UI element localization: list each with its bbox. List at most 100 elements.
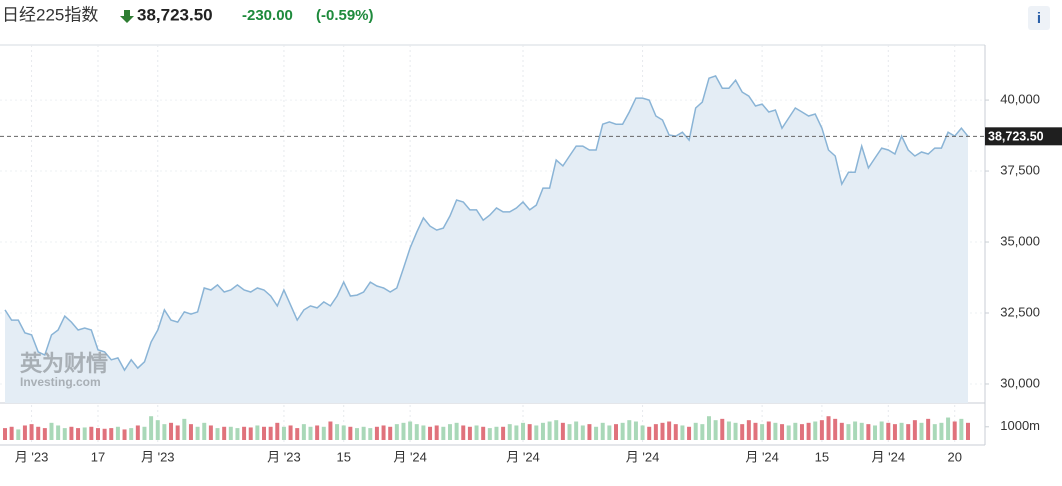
volume-bar — [540, 422, 545, 440]
y2-tick-label: 1000m — [1000, 418, 1040, 433]
info-icon[interactable]: i — [1037, 10, 1041, 27]
volume-bar — [647, 426, 652, 440]
volume-bar — [129, 428, 134, 440]
x-tick-label: 月 '23 — [267, 449, 301, 464]
volume-bar — [766, 421, 771, 440]
volume-bar — [966, 422, 970, 440]
volume-bar — [700, 424, 705, 440]
volume-bar — [660, 422, 665, 440]
volume-bar — [939, 422, 944, 440]
x-tick-label: 月 '24 — [393, 449, 427, 464]
volume-bar — [441, 426, 446, 440]
volume-bar — [899, 422, 904, 440]
volume-bar — [76, 428, 81, 440]
volume-bar — [374, 426, 379, 440]
volume-bar — [959, 418, 964, 440]
info-button[interactable] — [1028, 6, 1050, 30]
volume-bar — [208, 425, 213, 440]
volume-bar — [135, 425, 140, 440]
volume-bar — [833, 418, 838, 440]
volume-bar — [534, 425, 539, 440]
down-arrow — [120, 10, 134, 23]
volume-bar — [567, 424, 572, 440]
volume-bar — [640, 425, 645, 440]
volume-bar — [454, 422, 459, 440]
volume-bar — [388, 426, 393, 440]
volume-bar — [886, 422, 891, 440]
volume-bar — [627, 420, 632, 440]
volume-bar — [527, 424, 532, 440]
volume-bar — [341, 425, 346, 440]
volume-bar — [49, 422, 54, 440]
volume-bar — [713, 420, 718, 440]
volume-bar — [188, 424, 193, 440]
volume-bar — [228, 426, 233, 440]
volume-bar — [667, 421, 672, 440]
volume-bar — [746, 420, 751, 440]
price: 38,723.50 — [137, 5, 213, 24]
index-title: 日经225指数 — [2, 5, 98, 24]
volume-bar — [361, 426, 366, 440]
x-tick-label: 月 '23 — [141, 449, 175, 464]
volume-bar — [673, 424, 678, 440]
volume-bar — [182, 418, 187, 440]
change: -230.00 — [242, 7, 293, 24]
volume-bar — [69, 426, 74, 440]
volume-bar — [169, 422, 174, 440]
volume-bar — [879, 421, 884, 440]
volume-bar — [806, 422, 811, 440]
volume-bar — [494, 426, 499, 440]
x-tick-label: 15 — [815, 449, 829, 464]
volume-bar — [474, 425, 479, 440]
volume-bar — [786, 425, 791, 440]
volume-bar — [215, 428, 220, 440]
change-pct: (-0.59%) — [316, 7, 374, 24]
volume-bar — [149, 416, 154, 440]
volume-bar — [653, 424, 658, 440]
volume-bar — [348, 426, 353, 440]
x-tick-label: 月 '24 — [626, 449, 660, 464]
volume-bar — [819, 420, 824, 440]
volume-bar — [9, 426, 14, 440]
volume-bar — [873, 425, 878, 440]
volume-bar — [308, 426, 313, 440]
volume-bar — [268, 426, 273, 440]
volume-bar — [95, 428, 100, 440]
volume-bar — [839, 422, 844, 440]
volume-bar — [620, 422, 625, 440]
volume-bar — [288, 425, 293, 440]
y-tick-label: 37,500 — [1000, 162, 1040, 177]
volume-bar — [687, 426, 692, 440]
volume-bar — [3, 428, 7, 440]
volume-bar — [56, 425, 61, 440]
volume-bar — [919, 422, 924, 440]
volume-bar — [115, 426, 120, 440]
volume-bar — [481, 426, 486, 440]
volume-bar — [826, 416, 831, 440]
volume-bar — [102, 428, 107, 440]
x-tick-label: 月 '23 — [15, 449, 49, 464]
volume-bar — [401, 422, 406, 440]
volume-bar — [726, 421, 731, 440]
volume-bar — [222, 426, 227, 440]
volume-bar — [892, 424, 897, 440]
volume-bar — [906, 424, 911, 440]
volume-bar — [175, 425, 180, 440]
volume-bar — [521, 422, 526, 440]
volume-bar — [281, 426, 286, 440]
volume-bar — [574, 421, 579, 440]
volume-bar — [853, 421, 858, 440]
x-tick-label: 15 — [336, 449, 350, 464]
y-tick-label: 40,000 — [1000, 92, 1040, 107]
volume-bar — [507, 424, 512, 440]
watermark-site: Investing.com — [20, 375, 101, 389]
x-tick-label: 月 '24 — [745, 449, 779, 464]
volume-bar — [793, 422, 798, 440]
volume-bar — [122, 429, 127, 440]
x-tick-label: 月 '24 — [872, 449, 906, 464]
volume-bar — [29, 424, 34, 440]
volume-bar — [554, 420, 559, 440]
volume-bar — [773, 422, 778, 440]
volume-bar — [315, 425, 320, 440]
volume-bar — [514, 425, 519, 440]
